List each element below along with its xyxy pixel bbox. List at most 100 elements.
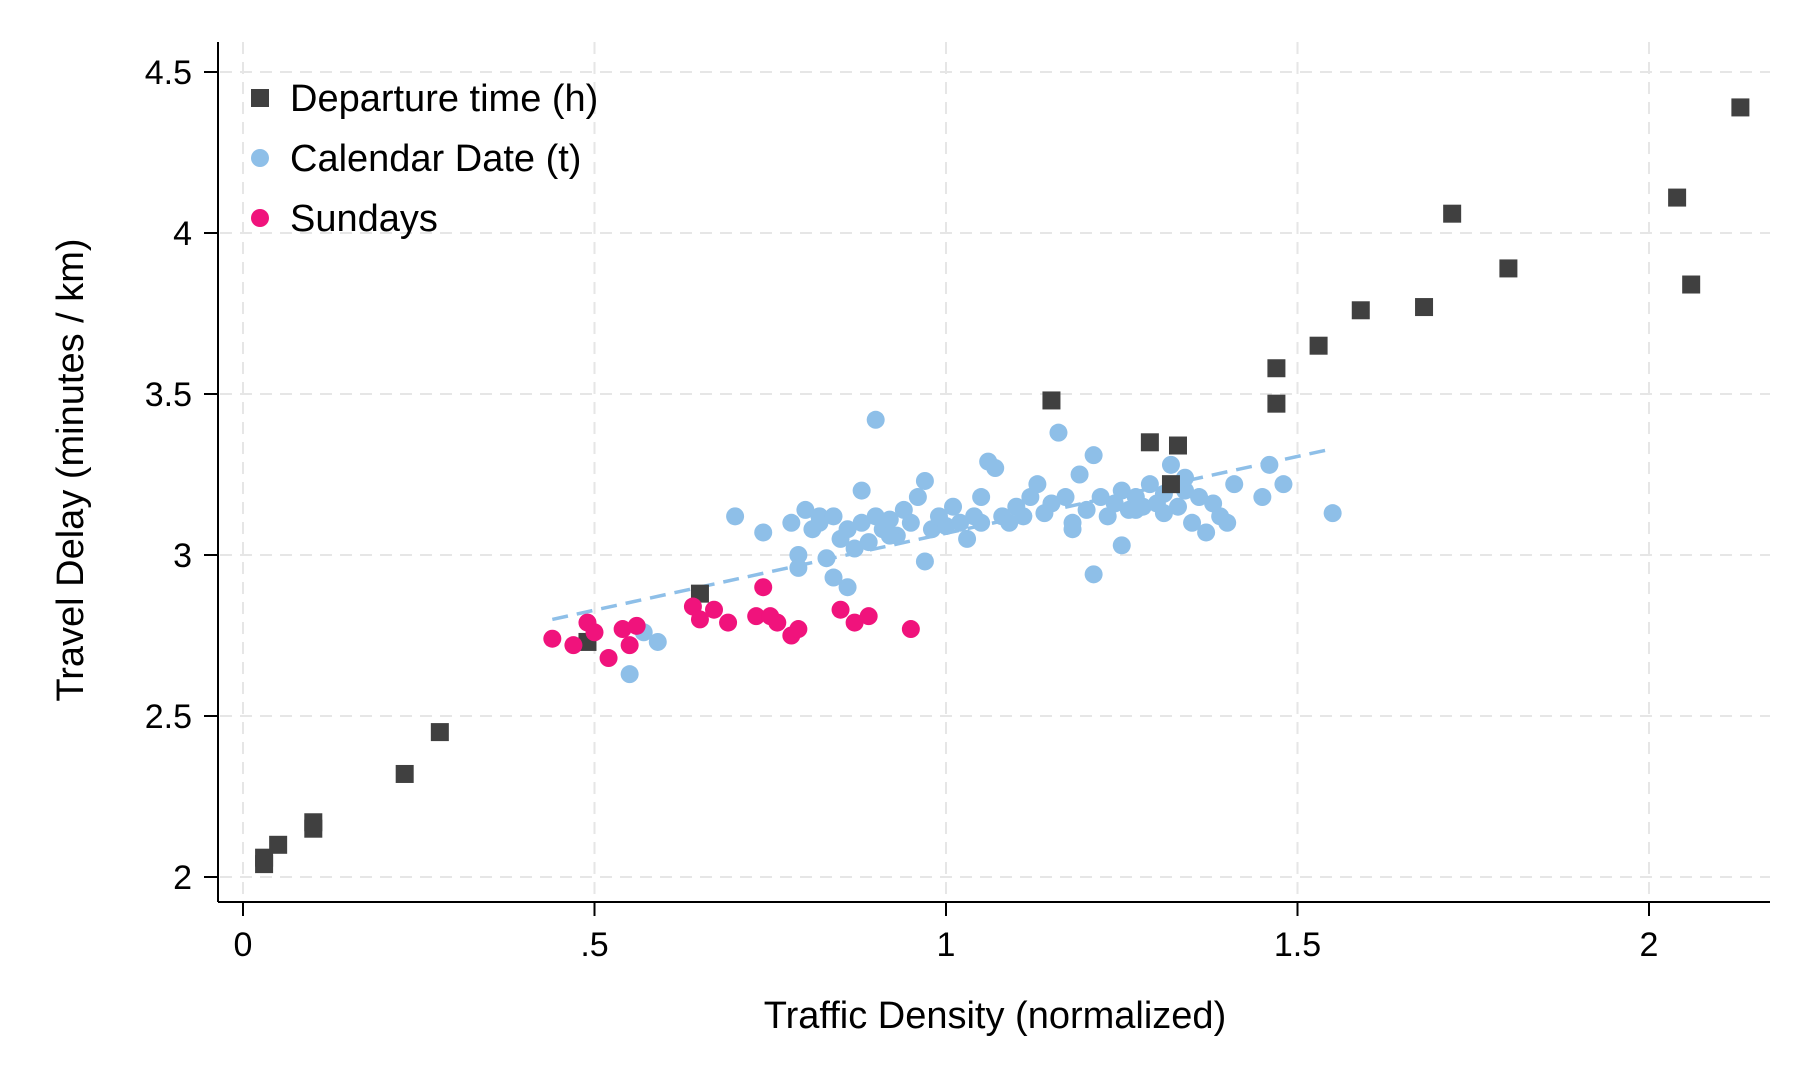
x-tick-label: 1.5 [1274, 926, 1321, 964]
calendar-date-t-point [1190, 488, 1209, 507]
legend-marker-departure-time-h [251, 89, 269, 107]
calendar-date-t-point [1049, 423, 1068, 442]
calendar-date-t-point [754, 523, 773, 542]
calendar-date-t-point [880, 510, 899, 529]
legend-label-departure-time-h: Departure time (h) [290, 78, 598, 120]
calendar-date-t-point [901, 513, 920, 532]
sundays-point [831, 600, 850, 619]
departure-time-h-point [1731, 98, 1750, 117]
calendar-date-t-point [1176, 468, 1195, 487]
calendar-date-t-point [1056, 488, 1075, 507]
calendar-date-t-point [852, 481, 871, 500]
sundays-point [705, 600, 724, 619]
y-tick-label: 2 [173, 859, 192, 897]
departure-time-h-point [1499, 259, 1518, 278]
calendar-date-t-point [1091, 488, 1110, 507]
departure-time-h-point [269, 835, 288, 854]
calendar-date-t-point [648, 632, 667, 651]
departure-time-h-point [1267, 394, 1286, 413]
calendar-date-t-point [1014, 507, 1033, 526]
sundays-point [768, 613, 787, 632]
sundays-point [613, 620, 632, 639]
calendar-date-t-point [789, 546, 808, 564]
departure-time-h-point [1309, 336, 1328, 355]
x-tick-label: 1 [937, 926, 956, 964]
calendar-date-t-point [1084, 565, 1103, 584]
departure-time-h-point [1042, 391, 1061, 410]
calendar-date-t-point [915, 471, 934, 490]
sundays-point [901, 620, 920, 639]
data-points [255, 98, 1750, 874]
calendar-date-t-point [859, 533, 878, 552]
calendar-date-t-point [986, 459, 1005, 478]
departure-time-h-point [1267, 359, 1286, 378]
calendar-date-t-point [1070, 465, 1089, 484]
departure-time-h-point [255, 848, 274, 867]
calendar-date-t-point [937, 517, 955, 536]
calendar-date-t-point [1274, 475, 1293, 494]
calendar-date-t-point [726, 507, 745, 526]
calendar-date-t-point [958, 529, 977, 548]
calendar-date-t-point [824, 568, 843, 587]
calendar-date-t-point [1253, 488, 1272, 507]
calendar-date-t-point [824, 507, 843, 526]
y-tick-label: 3.5 [145, 376, 192, 414]
grid-lines [220, 42, 1770, 900]
calendar-date-t-point [1154, 504, 1173, 523]
sundays-point [627, 616, 646, 635]
legend-marker-sundays [251, 209, 269, 227]
departure-time-h-point [1668, 188, 1687, 207]
departure-time-h-point [1415, 298, 1434, 317]
calendar-date-t-point [908, 488, 927, 507]
calendar-date-t-point [1112, 481, 1131, 500]
sundays-point [719, 613, 738, 632]
calendar-date-t-point [972, 513, 991, 532]
departure-time-h-point [1351, 301, 1370, 320]
departure-time-h-point [1140, 433, 1159, 452]
sundays-point [620, 636, 639, 655]
sundays-point [747, 607, 766, 626]
calendar-date-t-point [1225, 475, 1244, 494]
calendar-date-t-point [845, 539, 864, 558]
x-tick-label: 2 [1640, 926, 1659, 964]
calendar-date-t-point [817, 549, 836, 568]
calendar-date-t-point [852, 513, 871, 532]
calendar-date-t-point [1183, 513, 1202, 532]
y-tick-label: 3 [173, 537, 192, 575]
trend-line [551, 447, 1334, 622]
y-tick-label: 2.5 [145, 698, 192, 736]
calendar-date-t-point [1063, 520, 1082, 539]
sundays-point [564, 636, 583, 655]
departure-time-h-point [1168, 436, 1187, 455]
calendar-date-t-point [951, 513, 970, 532]
legend-label-sundays: Sundays [290, 198, 438, 240]
calendar-date-t-point [1168, 497, 1187, 516]
calendar-date-t-point [838, 578, 857, 597]
y-axis-title: Travel Delay (minutes / km) [50, 238, 92, 701]
departure-time-h-point [304, 819, 323, 838]
calendar-date-t-point [880, 526, 899, 545]
calendar-date-t-point [1176, 481, 1195, 500]
calendar-date-t-point [1161, 455, 1180, 474]
x-axis-title: Traffic Density (normalized) [764, 995, 1226, 1037]
calendar-date-t-point [620, 665, 639, 684]
y-tick-label: 4 [173, 215, 192, 253]
calendar-date-t-point [838, 520, 857, 539]
calendar-date-t-point [915, 552, 934, 571]
departure-time-h-point [395, 764, 414, 783]
trend-line-layer [551, 447, 1334, 622]
calendar-date-t-point [1042, 494, 1061, 513]
calendar-date-t-point [1323, 504, 1342, 523]
calendar-date-t-point [1218, 513, 1237, 532]
calendar-date-t-point [1084, 446, 1103, 465]
departure-time-h-point [430, 723, 449, 742]
axes: 0 .5 1 1.5 2 2 2.5 3 3.5 4 4.5 [145, 42, 1770, 964]
calendar-date-t-point [1077, 500, 1096, 519]
departure-time-h-point [1682, 275, 1701, 294]
legend-marker-calendar-date-t [251, 149, 269, 167]
calendar-date-t-point [1028, 475, 1047, 494]
calendar-date-t-point [796, 500, 815, 519]
x-tick-label: 0 [234, 926, 253, 964]
